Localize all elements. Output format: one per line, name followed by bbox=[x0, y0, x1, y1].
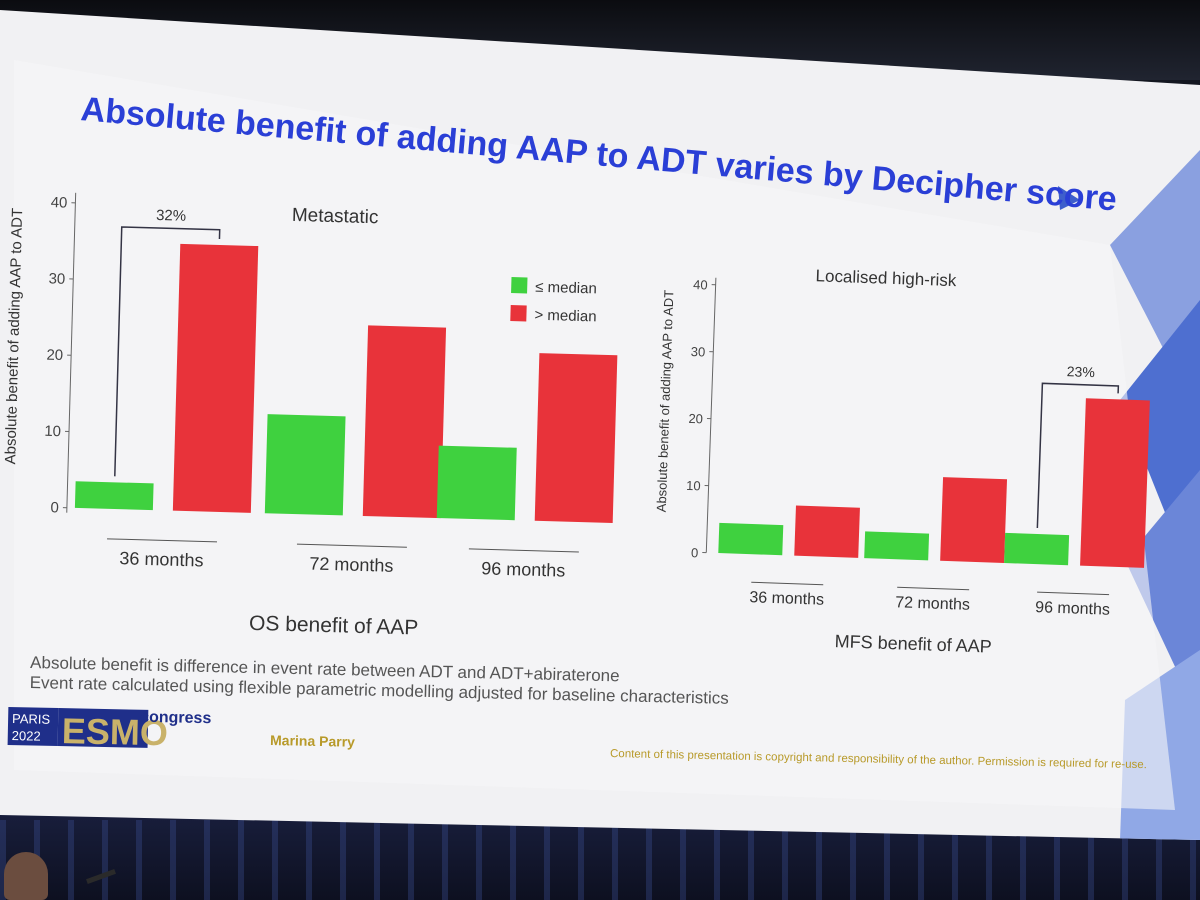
chart-title: Localised high-risk bbox=[815, 266, 957, 290]
legend-swatch-gt-median bbox=[510, 305, 527, 322]
legend-label: ≤ median bbox=[535, 279, 597, 298]
legend-swatch-le-median bbox=[511, 277, 528, 294]
chart-title: Metastatic bbox=[292, 205, 379, 228]
logo-congress: congress bbox=[140, 709, 212, 727]
legend: ≤ median > median bbox=[510, 277, 597, 325]
category-rule bbox=[107, 538, 218, 543]
bar-72-months-le-median bbox=[864, 531, 930, 561]
category-rule bbox=[296, 543, 407, 548]
y-axis-line bbox=[705, 277, 717, 553]
y-axis-line bbox=[66, 192, 77, 513]
logo-box bbox=[7, 706, 59, 747]
y-tick-label: 10 bbox=[44, 423, 61, 440]
x-tick-label: 96 months bbox=[481, 558, 566, 580]
logo-paris: PARIS bbox=[12, 711, 51, 727]
y-tick-label: 10 bbox=[686, 478, 701, 493]
y-tick-label: 0 bbox=[50, 499, 59, 516]
bar-96-months-le-median bbox=[436, 445, 517, 521]
bar-72-months-gt-median bbox=[362, 325, 447, 519]
decor-triangle bbox=[1125, 470, 1200, 720]
x-tick-label: 96 months bbox=[1035, 599, 1110, 619]
x-axis-label: OS benefit of AAP bbox=[249, 612, 419, 640]
category-rule bbox=[751, 581, 824, 586]
logo-year: 2022 bbox=[12, 728, 41, 744]
bar-36-months-gt-median bbox=[172, 243, 259, 513]
bar-96-months-gt-median bbox=[1080, 398, 1150, 568]
y-tick-label: 40 bbox=[693, 277, 708, 292]
y-tick-label: 20 bbox=[46, 347, 63, 364]
legend-label: > median bbox=[534, 307, 597, 326]
chart-metastatic: Metastatic Absolute benefit of adding AA… bbox=[2, 192, 618, 640]
annotation-label: 23% bbox=[1067, 363, 1096, 380]
bar-96-months-le-median bbox=[1004, 532, 1070, 566]
y-tick-label: 40 bbox=[50, 194, 67, 211]
annotation-label: 32% bbox=[156, 207, 186, 225]
x-tick-label: 72 months bbox=[895, 594, 970, 614]
bar-36-months-gt-median bbox=[794, 505, 860, 558]
bar-36-months-le-median bbox=[718, 522, 784, 556]
presenter-name: Marina Parry bbox=[270, 732, 355, 750]
bar-96-months-gt-median bbox=[534, 353, 618, 523]
speaker-silhouette bbox=[4, 852, 48, 900]
y-tick-label: 20 bbox=[688, 411, 703, 426]
x-tick-label: 72 months bbox=[309, 553, 394, 575]
decor-triangle bbox=[1058, 186, 1080, 210]
annotation-bracket: 23% bbox=[1036, 363, 1120, 529]
y-tick-label: 0 bbox=[691, 545, 699, 560]
category-rule bbox=[897, 586, 970, 591]
bar-72-months-le-median bbox=[264, 414, 346, 516]
bar-72-months-gt-median bbox=[940, 477, 1008, 564]
logo-esmo: ESMO bbox=[61, 710, 168, 753]
category-rule bbox=[468, 548, 579, 553]
esmo-logo: PARIS 2022 ESMO congress bbox=[7, 706, 212, 753]
logo-esmo-box bbox=[57, 708, 149, 748]
x-tick-label: 36 months bbox=[749, 589, 824, 609]
x-tick-label: 36 months bbox=[119, 548, 204, 570]
category-rule bbox=[1037, 591, 1110, 596]
y-tick-label: 30 bbox=[48, 270, 65, 287]
annotation-bracket: 32% bbox=[114, 207, 221, 477]
bar-36-months-le-median bbox=[74, 481, 154, 511]
y-tick-label: 30 bbox=[691, 344, 706, 359]
